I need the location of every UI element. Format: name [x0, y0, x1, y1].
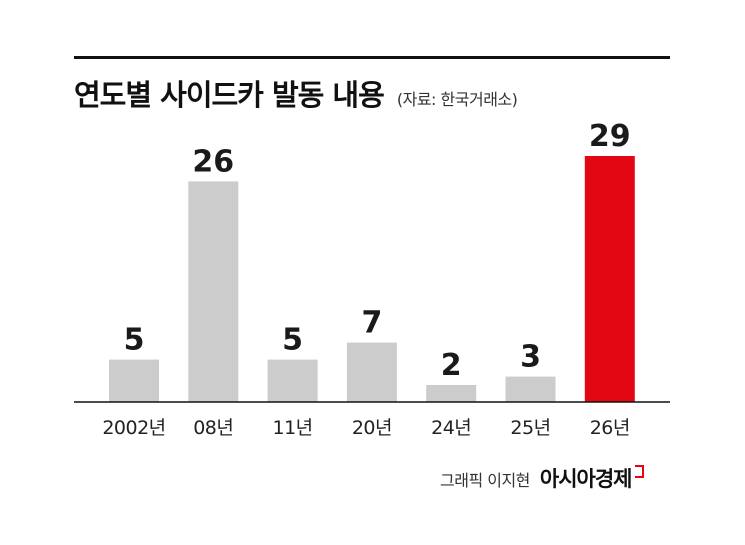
category-label-6: 26년: [590, 417, 630, 439]
bar-5: [505, 376, 556, 402]
top-rule: [74, 56, 670, 59]
value-label-6: 29: [589, 119, 631, 154]
value-label-3: 7: [361, 306, 382, 341]
category-label-4: 24년: [431, 417, 471, 439]
brand-mark-icon: [634, 465, 644, 478]
category-label-3: 20년: [352, 417, 392, 439]
credit-text: 그래픽 이지현: [440, 471, 530, 490]
value-label-0: 5: [124, 323, 145, 358]
bars-group: [109, 156, 635, 402]
chart-source: (자료: 한국거래소): [396, 90, 518, 109]
bar-4: [426, 385, 477, 402]
bar-3: [346, 342, 397, 402]
category-label-1: 08년: [193, 417, 233, 439]
bar-2: [267, 359, 318, 402]
value-label-4: 2: [441, 348, 462, 383]
bar-6: [584, 156, 635, 402]
brand-logo: 아시아경제: [539, 467, 633, 491]
credit: 그래픽 이지현 아시아경제: [440, 463, 644, 493]
chart-title: 연도별 사이드카 발동 내용: [74, 78, 385, 112]
category-labels-group: 2002년 08년 11년 20년 24년 25년 26년: [102, 417, 630, 439]
value-label-1: 26: [192, 144, 234, 179]
category-label-5: 25년: [510, 417, 550, 439]
value-label-5: 3: [520, 340, 541, 375]
category-label-2: 11년: [273, 417, 313, 439]
value-labels-group: 5 26 5 7 2 3 29: [124, 119, 631, 383]
category-label-0: 2002년: [102, 417, 165, 439]
bar-1: [188, 181, 239, 402]
bar-0: [109, 359, 159, 402]
title-row: 연도별 사이드카 발동 내용 (자료: 한국거래소): [74, 72, 518, 114]
value-label-2: 5: [282, 323, 303, 358]
